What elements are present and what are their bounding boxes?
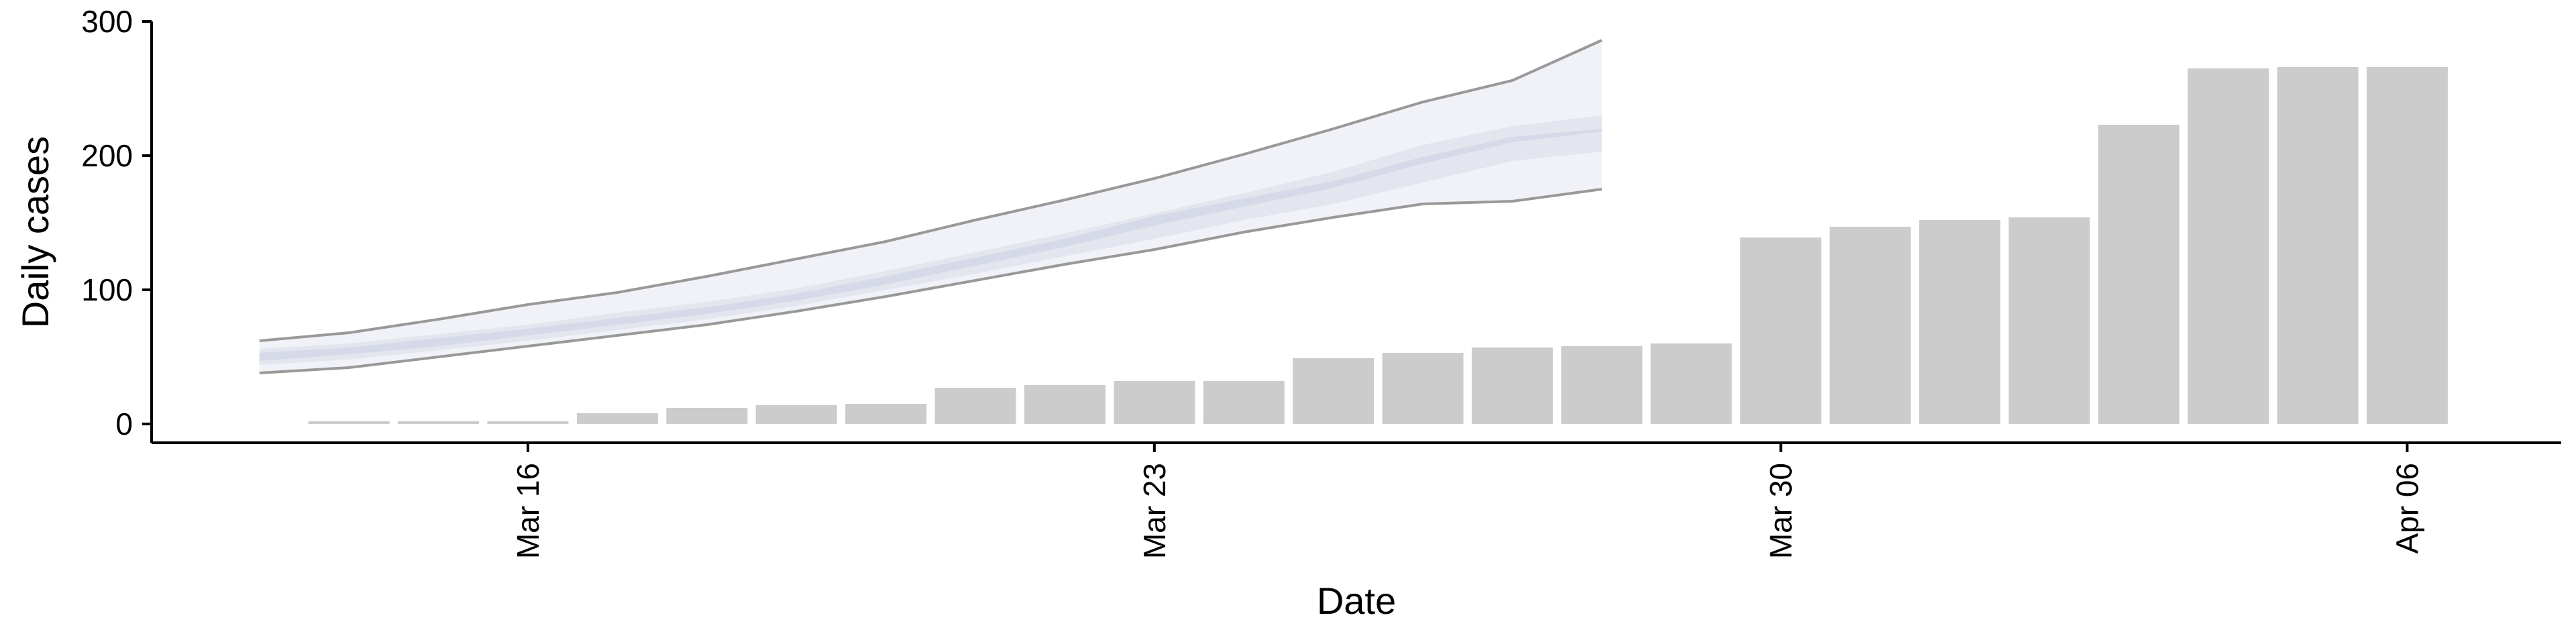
bar [1471, 347, 1553, 424]
bar [2098, 125, 2180, 424]
bar [1829, 227, 1911, 424]
estimate-band-90 [259, 40, 1602, 373]
bar [308, 421, 390, 424]
x-axis-title: Date [1317, 580, 1396, 622]
bar [2188, 68, 2269, 424]
estimate-band-50 [259, 115, 1602, 365]
estimate-upper-line [259, 39, 1603, 342]
bar [576, 413, 658, 424]
bar [1114, 381, 1195, 424]
bar [1650, 343, 1732, 424]
bar [2008, 217, 2090, 424]
y-tick-label: 200 [81, 138, 133, 173]
x-tick-label: Apr 06 [2390, 463, 2424, 554]
y-axis-title: Daily cases [14, 136, 56, 328]
bar [934, 388, 1016, 424]
x-tick-label: Mar 30 [1764, 463, 1799, 559]
estimate-bands [259, 39, 1603, 374]
estimate-band-20 [259, 129, 1602, 361]
x-tick-label: Mar 16 [511, 463, 545, 559]
x-tick-label: Mar 23 [1137, 463, 1172, 559]
bar [1203, 381, 1285, 424]
bar [1561, 346, 1643, 424]
bar [845, 404, 927, 424]
bar [666, 408, 748, 424]
y-axis-ticks: 0 100 200 300 [81, 4, 152, 441]
observed-bars [308, 67, 2448, 424]
x-axis-ticks: Mar 16 Mar 23 Mar 30 Apr 06 [511, 443, 2424, 559]
bar [398, 421, 480, 424]
y-tick-label: 100 [81, 272, 133, 307]
bar [1382, 353, 1464, 424]
y-tick-label: 0 [115, 407, 133, 441]
bar [2366, 67, 2448, 424]
bar [1293, 358, 1375, 424]
bar [487, 421, 569, 424]
bar [1919, 220, 2000, 424]
bar [2277, 67, 2359, 424]
bar [1024, 385, 1106, 424]
estimate-lower-line [259, 188, 1603, 374]
bar [1740, 237, 1822, 424]
y-tick-label: 300 [81, 4, 133, 39]
bar [755, 405, 837, 424]
